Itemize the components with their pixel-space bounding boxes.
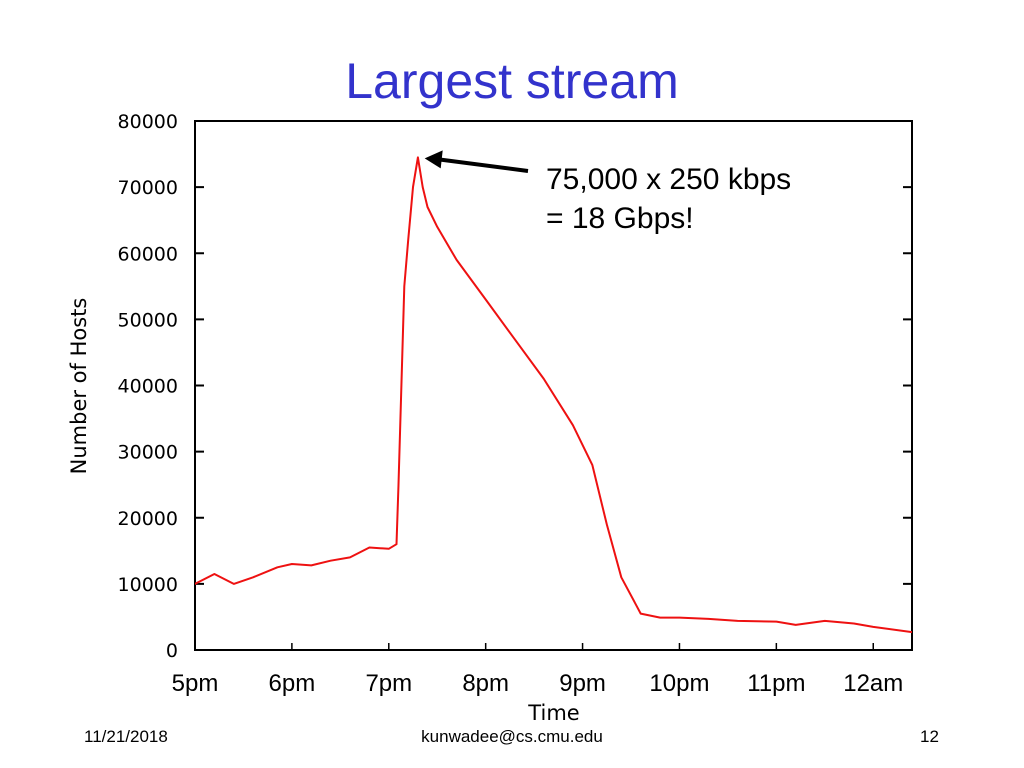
annotation-arrow-head [424,150,443,169]
footer-email: kunwadee@cs.cmu.edu [421,727,603,746]
y-tick-label: 20000 [118,508,178,530]
footer-page-number: 12 [920,727,939,746]
x-tick-label: 8pm [462,670,509,697]
y-tick-label: 30000 [118,442,178,464]
y-tick-label: 0 [166,640,178,662]
x-tick-label: 10pm [649,670,709,697]
slide-title: Largest stream [345,53,679,109]
y-tick-label: 10000 [118,574,178,596]
annotation-arrow-shaft [438,157,529,173]
x-tick-label: 9pm [559,670,606,697]
footer-date: 11/21/2018 [84,727,168,746]
y-tick-label: 60000 [118,243,178,265]
x-tick-label: 12am [843,670,903,697]
y-tick-label: 80000 [118,111,178,133]
annotation-line-2: = 18 Gbps! [546,202,694,235]
x-tick-label: 7pm [365,670,412,697]
series-line-0 [195,156,912,634]
y-tick-label: 70000 [118,177,178,199]
y-axis-title: Number of Hosts [67,298,91,475]
x-tick-label: 6pm [269,670,316,697]
y-tick-label: 40000 [118,376,178,398]
plot-frame [194,120,913,651]
x-tick-label: 5pm [172,670,219,697]
y-tick-label: 50000 [118,309,178,331]
x-tick-label: 11pm [747,670,805,697]
annotation-line-1: 75,000 x 250 kbps [546,163,791,196]
x-axis-title: Time [527,701,579,725]
